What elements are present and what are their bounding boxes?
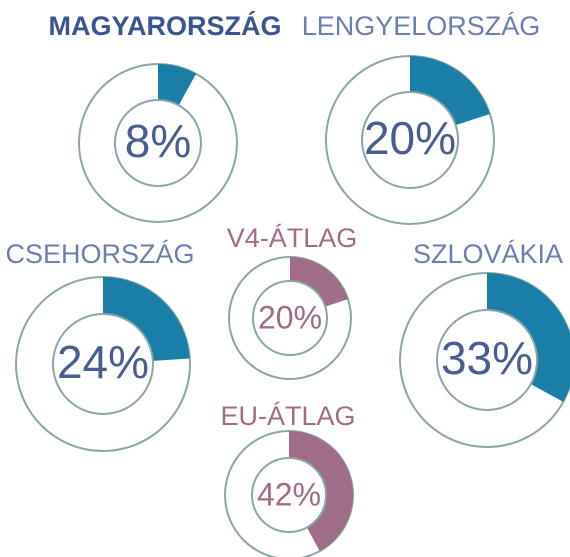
- value-label: 20%: [364, 112, 456, 164]
- donut-hole: [52, 313, 154, 415]
- chart-title: CSEHORSZÁG: [5, 239, 194, 269]
- donut-segment: [410, 56, 490, 126]
- chart-title: SZLOVÁKIA: [413, 239, 563, 269]
- value-label: 8%: [125, 115, 191, 167]
- donut-segment: [487, 273, 570, 402]
- chart-title: LENGYELORSZÁG: [302, 11, 541, 41]
- donut-segment: [158, 64, 197, 106]
- donut-segment: [103, 277, 190, 361]
- donut-hole: [251, 457, 327, 533]
- donut-segment: [290, 257, 349, 307]
- chart-title: EU-ÁTLAG: [220, 401, 355, 431]
- chart-title: MAGYARORSZÁG: [48, 10, 281, 41]
- value-label: 20%: [258, 299, 322, 335]
- value-label: 33%: [441, 332, 533, 384]
- value-label: 24%: [57, 336, 149, 388]
- value-label: 42%: [257, 476, 321, 512]
- donut-hole: [361, 91, 459, 189]
- donut-hole: [252, 280, 328, 356]
- donut-hole: [114, 99, 202, 187]
- donut-hole: [436, 309, 538, 411]
- chart-title: V4-ÁTLAG: [227, 223, 358, 253]
